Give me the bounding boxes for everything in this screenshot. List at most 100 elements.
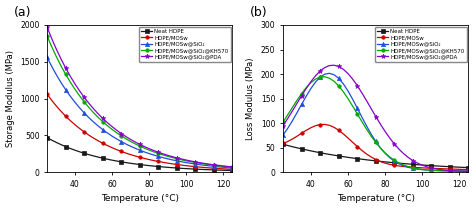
HDPE/MOSw@SiO₂ <box>54 74 59 76</box>
HDPE/MOSw <box>58 110 64 113</box>
Neat HDPE <box>216 169 221 171</box>
HDPE/MOSw@SiO₂@KH570 <box>95 116 101 119</box>
Neat HDPE <box>86 153 91 156</box>
HDPE/MOSw <box>280 142 286 145</box>
HDPE/MOSw@SiO₂ <box>86 116 91 119</box>
HDPE/MOSw@SiO₂@KH570 <box>91 111 96 114</box>
HDPE/MOSw@SiO₂ <box>336 77 342 80</box>
HDPE/MOSw@SiO₂ <box>465 170 471 172</box>
Neat HDPE <box>452 166 457 168</box>
HDPE/MOSw@SiO₂@KH570 <box>192 161 198 164</box>
Neat HDPE <box>155 165 161 168</box>
HDPE/MOSw@SiO₂@PDA <box>410 159 416 162</box>
HDPE/MOSw@SiO₂ <box>95 125 101 127</box>
HDPE/MOSw@SiO₂@PDA <box>428 167 434 169</box>
HDPE/MOSw <box>396 165 402 167</box>
Neat HDPE <box>340 155 346 158</box>
HDPE/MOSw <box>104 144 110 147</box>
HDPE/MOSw <box>327 124 332 127</box>
HDPE/MOSw <box>290 138 295 140</box>
HDPE/MOSw@SiO₂@KH570 <box>44 35 50 37</box>
Neat HDPE <box>183 167 189 170</box>
HDPE/MOSw@SiO₂ <box>49 65 55 68</box>
HDPE/MOSw <box>220 168 226 170</box>
HDPE/MOSw <box>433 167 439 170</box>
HDPE/MOSw@SiO₂ <box>77 107 82 109</box>
Line: HDPE/MOSw: HDPE/MOSw <box>282 123 470 171</box>
HDPE/MOSw@SiO₂@PDA <box>415 162 420 164</box>
HDPE/MOSw@SiO₂@PDA <box>114 129 119 131</box>
HDPE/MOSw@SiO₂@PDA <box>387 137 392 139</box>
HDPE/MOSw@SiO₂ <box>197 163 203 166</box>
HDPE/MOSw <box>373 158 379 161</box>
HDPE/MOSw@SiO₂ <box>285 127 291 130</box>
HDPE/MOSw@SiO₂@KH570 <box>350 105 356 107</box>
HDPE/MOSw@SiO₂@PDA <box>44 26 50 28</box>
HDPE/MOSw@SiO₂@KH570 <box>456 170 462 172</box>
HDPE/MOSw@SiO₂@PDA <box>424 166 429 168</box>
HDPE/MOSw@SiO₂ <box>72 101 78 103</box>
HDPE/MOSw@SiO₂ <box>378 147 383 149</box>
HDPE/MOSw@SiO₂@KH570 <box>303 86 309 89</box>
HDPE/MOSw@SiO₂@PDA <box>313 74 319 77</box>
HDPE/MOSw <box>447 168 453 170</box>
Neat HDPE <box>424 164 429 167</box>
Neat HDPE <box>327 153 332 156</box>
HDPE/MOSw@SiO₂@PDA <box>49 37 55 40</box>
HDPE/MOSw@SiO₂ <box>169 159 175 161</box>
Neat HDPE <box>396 162 402 164</box>
HDPE/MOSw <box>401 165 406 168</box>
HDPE/MOSw <box>100 142 106 144</box>
HDPE/MOSw@SiO₂@PDA <box>165 154 171 157</box>
HDPE/MOSw@SiO₂ <box>410 167 416 170</box>
HDPE/MOSw <box>216 167 221 170</box>
Neat HDPE <box>188 168 193 170</box>
HDPE/MOSw <box>442 168 448 170</box>
HDPE/MOSw <box>174 163 180 166</box>
HDPE/MOSw@SiO₂ <box>364 125 369 127</box>
X-axis label: Temperature (°C): Temperature (°C) <box>337 194 415 203</box>
HDPE/MOSw@SiO₂ <box>405 166 411 168</box>
HDPE/MOSw@SiO₂@PDA <box>192 161 198 163</box>
HDPE/MOSw@SiO₂ <box>44 56 50 59</box>
HDPE/MOSw@SiO₂ <box>100 128 106 131</box>
Neat HDPE <box>49 139 55 141</box>
Neat HDPE <box>336 155 342 157</box>
HDPE/MOSw@SiO₂@KH570 <box>169 156 175 159</box>
HDPE/MOSw <box>303 129 309 131</box>
HDPE/MOSw@SiO₂@KH570 <box>114 131 119 134</box>
HDPE/MOSw@SiO₂ <box>447 170 453 172</box>
Line: HDPE/MOSw: HDPE/MOSw <box>46 92 234 171</box>
HDPE/MOSw@SiO₂ <box>299 103 304 106</box>
HDPE/MOSw@SiO₂@PDA <box>197 162 203 164</box>
HDPE/MOSw@SiO₂@PDA <box>355 84 360 87</box>
HDPE/MOSw@SiO₂@KH570 <box>197 162 203 164</box>
HDPE/MOSw <box>132 155 138 157</box>
HDPE/MOSw@SiO₂@KH570 <box>322 75 328 78</box>
HDPE/MOSw@SiO₂@KH570 <box>373 141 379 144</box>
HDPE/MOSw@SiO₂@PDA <box>86 102 91 104</box>
HDPE/MOSw@SiO₂@PDA <box>72 83 78 85</box>
HDPE/MOSw@SiO₂@PDA <box>160 153 166 155</box>
HDPE/MOSw@SiO₂@PDA <box>54 48 59 51</box>
HDPE/MOSw <box>461 168 467 171</box>
HDPE/MOSw@SiO₂@KH570 <box>128 140 133 143</box>
HDPE/MOSw <box>285 140 291 143</box>
Line: HDPE/MOSw@SiO₂@KH570: HDPE/MOSw@SiO₂@KH570 <box>46 34 234 169</box>
HDPE/MOSw@SiO₂ <box>419 168 425 171</box>
Neat HDPE <box>410 163 416 166</box>
HDPE/MOSw@SiO₂@KH570 <box>137 145 143 147</box>
Line: HDPE/MOSw@SiO₂@PDA: HDPE/MOSw@SiO₂@PDA <box>45 25 235 169</box>
HDPE/MOSw <box>146 158 152 161</box>
Neat HDPE <box>128 162 133 164</box>
Neat HDPE <box>202 168 208 171</box>
HDPE/MOSw@SiO₂@KH570 <box>442 169 448 172</box>
HDPE/MOSw <box>165 162 171 164</box>
Neat HDPE <box>165 166 171 169</box>
HDPE/MOSw@SiO₂@PDA <box>382 130 388 133</box>
HDPE/MOSw <box>225 168 231 170</box>
HDPE/MOSw@SiO₂@KH570 <box>155 152 161 155</box>
HDPE/MOSw <box>123 152 129 154</box>
Neat HDPE <box>192 168 198 170</box>
Neat HDPE <box>44 136 50 139</box>
